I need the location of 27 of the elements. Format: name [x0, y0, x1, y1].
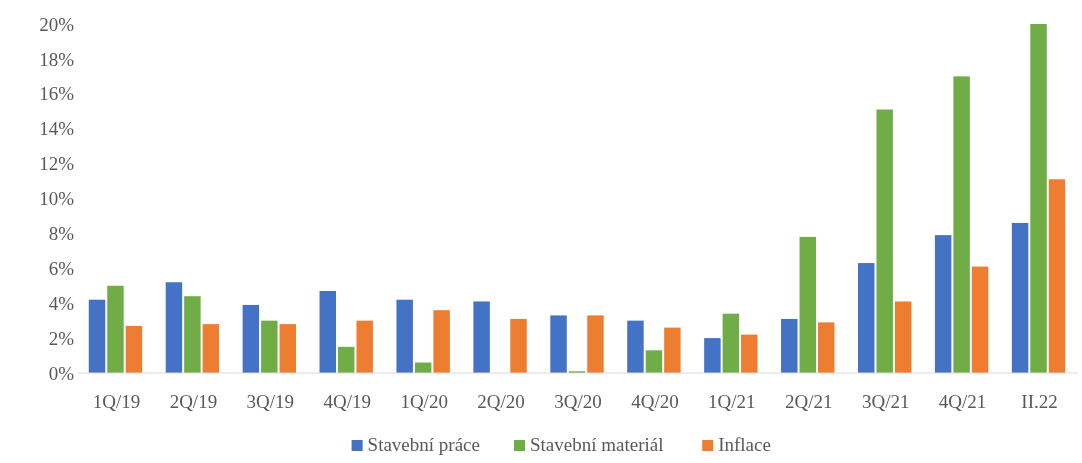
y-tick-label: 18%	[39, 48, 75, 70]
x-tick-label: 1Q/19	[92, 391, 141, 412]
y-tick-label: 8%	[48, 223, 75, 245]
x-tick-label: 2Q/20	[477, 391, 525, 412]
x-tick-label: 1Q/21	[708, 391, 756, 412]
x-tick-label: 3Q/20	[554, 391, 602, 412]
y-tick-label: 4%	[48, 292, 75, 314]
y-tick-label: 14%	[39, 118, 75, 140]
x-tick-label: 2Q/19	[169, 391, 218, 412]
y-tick-label: 12%	[39, 153, 75, 175]
y-tick-label: 6%	[48, 257, 75, 279]
y-tick-label: 16%	[39, 83, 75, 105]
y-tick-label: 0%	[48, 362, 75, 384]
y-tick-label: 20%	[39, 13, 75, 35]
x-tick-label: 1Q/20	[400, 391, 448, 412]
legend-label: Inflace	[718, 434, 771, 455]
x-tick-label: 4Q/19	[323, 391, 371, 412]
x-tick-label: 4Q/20	[631, 391, 679, 412]
y-tick-label: 10%	[39, 188, 75, 210]
y-tick-label: 2%	[48, 327, 75, 349]
x-tick-label: 4Q/21	[938, 391, 987, 412]
legend-label: Stavební materiál	[530, 434, 664, 455]
legend-label: Stavební práce	[367, 434, 480, 455]
x-tick-label: 3Q/21	[861, 391, 910, 412]
x-tick-label: 3Q/19	[246, 391, 295, 412]
x-tick-label: II.22	[1021, 391, 1058, 412]
x-tick-label: 2Q/21	[785, 391, 833, 412]
